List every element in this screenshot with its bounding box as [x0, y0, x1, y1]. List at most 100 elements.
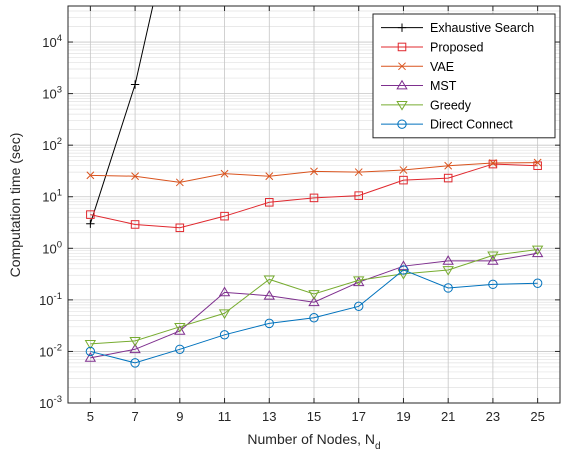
legend-label: Proposed — [430, 40, 484, 54]
circle-marker — [85, 346, 96, 357]
y-tick-exponent: 4 — [57, 33, 62, 44]
y-tick-label: 10-3 — [39, 394, 62, 411]
y-tick-exponent: 1 — [57, 188, 62, 199]
triangle-down-marker — [308, 290, 320, 300]
series-line — [90, 269, 538, 364]
circle-marker — [532, 278, 543, 288]
legend-item: VAE — [381, 60, 454, 74]
x-marker — [398, 62, 406, 71]
legend-label: Greedy — [430, 98, 472, 112]
x-tick-label: 15 — [307, 409, 321, 424]
legend-label: VAE — [430, 60, 454, 74]
square-marker — [86, 210, 95, 219]
series-line — [90, 252, 538, 359]
y-tick-exponent: -2 — [54, 342, 62, 353]
triangle-up-marker — [396, 79, 408, 90]
y-tick-base: 10 — [42, 190, 56, 205]
x-marker — [265, 172, 274, 181]
x-tick-label: 17 — [351, 409, 365, 424]
triangle-up-marker — [442, 255, 454, 265]
y-tick-base: 10 — [42, 138, 56, 153]
triangle-up-marker — [218, 286, 231, 297]
circle-marker — [397, 119, 407, 129]
x-marker — [175, 178, 184, 187]
x-axis-label: Number of Nodes, Nd — [247, 431, 380, 452]
y-tick-label: 104 — [42, 33, 62, 50]
x-tick-label: 19 — [396, 409, 410, 424]
triangle-down-marker — [263, 275, 275, 286]
circle-marker — [130, 358, 140, 368]
y-tick-base: 10 — [39, 344, 53, 359]
x-tick-label: 7 — [131, 409, 138, 424]
triangle-down-marker — [174, 322, 186, 333]
circle-marker — [354, 301, 364, 312]
y-tick-base: 10 — [42, 87, 56, 102]
circle-marker — [309, 313, 319, 323]
triangle-up-marker — [487, 255, 499, 265]
legend-label: Direct Connect — [430, 118, 513, 132]
x-tick-label: 23 — [486, 409, 500, 424]
x-marker — [86, 171, 95, 180]
series-line — [90, 248, 538, 345]
x-marker — [131, 172, 140, 181]
x-tick-label: 11 — [218, 409, 232, 424]
circle-marker — [175, 344, 185, 355]
x-tick-label: 9 — [176, 409, 183, 424]
y-tick-label: 10-2 — [39, 342, 62, 359]
axis-ticks: 5 7 9 11 13 15 17 19 21 23 2510-310-210-1100101102… — [39, 6, 560, 424]
y-tick-label: 103 — [42, 85, 62, 102]
legend-item: Proposed — [381, 40, 484, 54]
x-marker — [444, 161, 453, 170]
triangle-up-marker — [308, 296, 320, 307]
triangle-down-marker — [442, 266, 454, 276]
circle-marker — [219, 330, 230, 340]
y-tick-exponent: 0 — [57, 239, 62, 250]
square-marker — [264, 198, 274, 207]
triangle-up-marker — [129, 343, 141, 354]
x-marker — [354, 168, 363, 177]
plus-marker — [86, 219, 95, 228]
y-tick-base: 10 — [42, 241, 56, 256]
series-exhaustive-search — [86, 6, 154, 228]
x-marker — [310, 167, 318, 176]
y-tick-exponent: 3 — [57, 85, 62, 96]
plus-marker — [397, 23, 407, 32]
legend-box — [372, 13, 556, 139]
y-tick-exponent: 2 — [57, 136, 62, 147]
y-tick-label: 102 — [42, 136, 62, 153]
y-tick-exponent: -3 — [54, 394, 62, 405]
square-marker — [488, 159, 498, 169]
legend-item: Exhaustive Search — [381, 21, 534, 35]
plus-marker — [130, 80, 140, 89]
square-marker — [354, 191, 364, 200]
circle-marker — [488, 279, 498, 290]
triangle-up-marker — [84, 352, 97, 362]
x-tick-label: 21 — [441, 409, 455, 424]
circle-marker — [264, 318, 274, 329]
series-layer — [84, 6, 544, 368]
circle-marker — [443, 283, 453, 293]
series-line — [89, 6, 154, 224]
triangle-down-marker — [84, 340, 97, 350]
triangle-up-marker — [531, 247, 544, 258]
triangle-down-marker — [531, 245, 544, 256]
x-tick-label: 13 — [262, 409, 276, 424]
x-marker — [220, 169, 229, 178]
triangle-up-marker — [174, 325, 186, 335]
triangle-down-marker — [218, 309, 231, 320]
x-axis-label-subscript: d — [375, 441, 381, 452]
triangle-down-marker — [487, 251, 499, 262]
square-marker — [399, 175, 408, 185]
series-proposed — [86, 159, 542, 233]
triangle-down-marker — [353, 276, 365, 287]
series-greedy — [84, 245, 544, 350]
series-mst — [84, 247, 544, 362]
y-tick-label: 10-1 — [39, 291, 62, 308]
y-tick-base: 10 — [39, 293, 53, 308]
series-line — [90, 163, 538, 229]
square-marker — [175, 223, 185, 233]
square-marker — [309, 193, 319, 203]
y-tick-label: 100 — [42, 239, 62, 256]
x-marker — [488, 159, 497, 167]
